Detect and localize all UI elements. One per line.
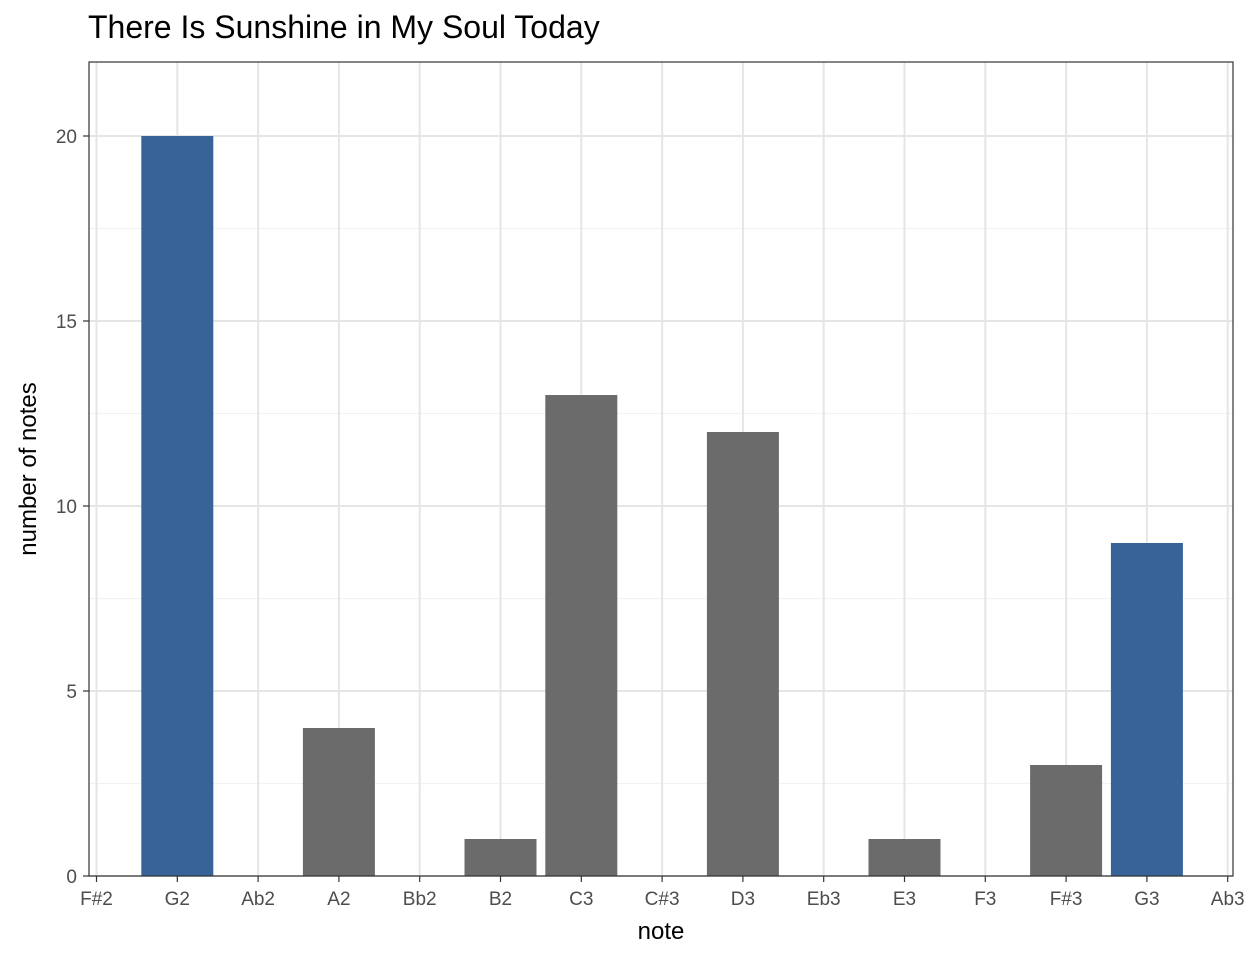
- x-tick-label: Ab2: [241, 889, 275, 910]
- x-tick-label: A2: [327, 889, 350, 910]
- y-tick-label: 0: [66, 867, 77, 888]
- x-tick-label: B2: [489, 889, 512, 910]
- x-tick-label: F#3: [1050, 889, 1083, 910]
- x-tick-label: Ab3: [1211, 889, 1245, 910]
- x-axis: F#2 G2 Ab2 A2 Bb2 B2 C3 C#3 D3 Eb3 E3 F3 F#3 G3 Ab3: [80, 876, 1245, 910]
- bar-a2: [302, 728, 375, 876]
- bars: [141, 136, 1183, 876]
- x-tick-label: Eb3: [807, 889, 841, 910]
- x-tick-label: G3: [1134, 889, 1159, 910]
- x-tick-label: E3: [893, 889, 916, 910]
- y-tick-label: 10: [56, 497, 77, 518]
- x-tick-label: C3: [569, 889, 593, 910]
- bar-e3: [868, 839, 941, 876]
- x-tick-label: F#2: [80, 889, 113, 910]
- y-tick-label: 5: [66, 682, 77, 703]
- x-tick-label: F3: [974, 889, 996, 910]
- y-tick-label: 15: [56, 312, 77, 333]
- bar-g3: [1110, 543, 1183, 876]
- bar-g2: [141, 136, 214, 876]
- x-axis-title: note: [638, 918, 685, 945]
- bar-b2: [464, 839, 537, 876]
- grid: [89, 62, 1233, 877]
- chart-title: There Is Sunshine in My Soul Today: [88, 9, 600, 45]
- x-tick-label: G2: [165, 889, 190, 910]
- panel-border: [88, 61, 1234, 877]
- x-tick-label: C#3: [645, 889, 680, 910]
- y-axis-title: number of notes: [15, 382, 42, 555]
- x-tick-label: D3: [731, 889, 755, 910]
- y-tick-label: 20: [56, 127, 77, 148]
- bar-d3: [706, 432, 779, 876]
- x-tick-label: Bb2: [403, 889, 437, 910]
- y-axis: 0 5 10 15 20: [56, 127, 89, 888]
- bar-c3: [545, 395, 618, 876]
- bar-fsharp3: [1030, 765, 1103, 876]
